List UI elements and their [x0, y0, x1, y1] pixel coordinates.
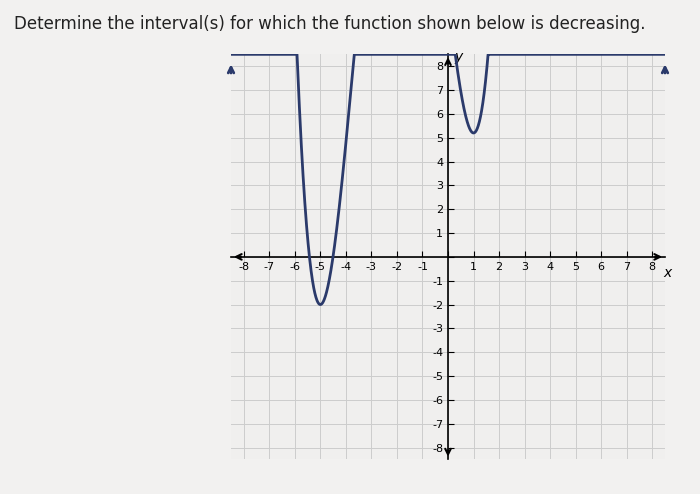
Text: x: x: [664, 266, 672, 281]
Text: y: y: [454, 49, 463, 64]
Text: Determine the interval(s) for which the function shown below is decreasing.: Determine the interval(s) for which the …: [14, 15, 645, 33]
